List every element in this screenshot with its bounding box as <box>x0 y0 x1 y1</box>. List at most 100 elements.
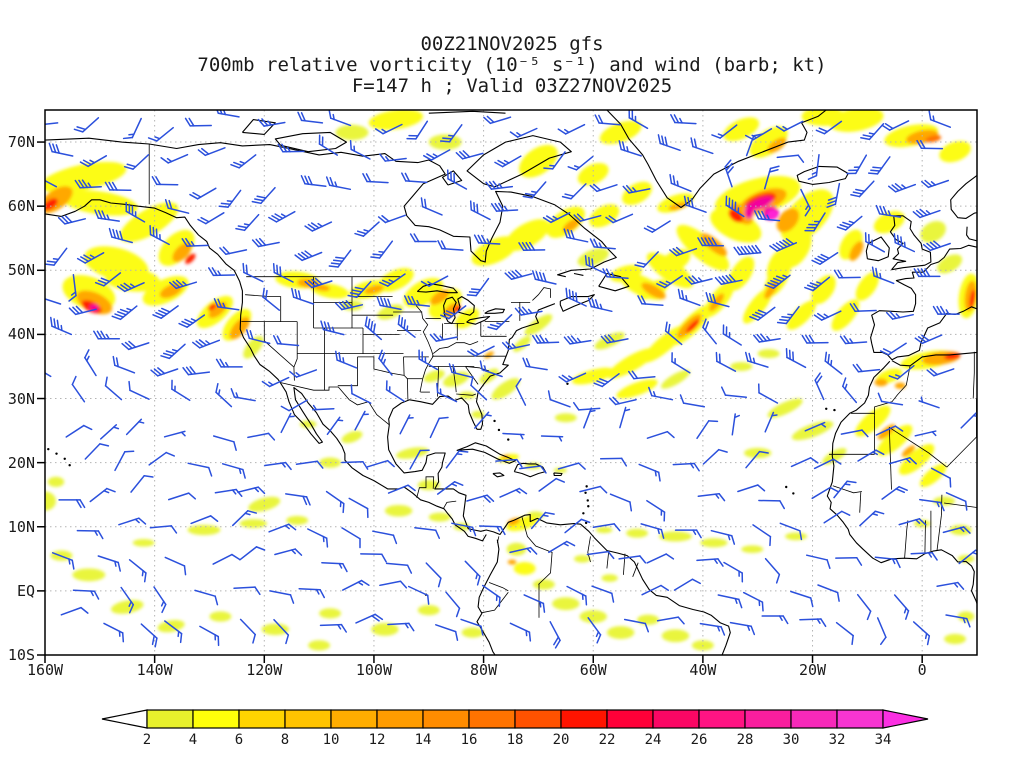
wind-barb-layer <box>45 110 977 649</box>
wind-barb <box>187 462 213 477</box>
wind-barb <box>448 363 474 379</box>
wind-barb <box>429 333 458 342</box>
wind-barb <box>522 357 548 371</box>
wind-barb <box>409 233 437 243</box>
wind-barb <box>60 606 89 616</box>
vorticity-blob <box>874 378 888 387</box>
border-path <box>245 294 282 322</box>
wind-barb <box>231 510 258 527</box>
vorticity-blob <box>589 204 620 228</box>
wind-barb <box>97 555 121 572</box>
wind-barb <box>239 618 256 644</box>
wind-barb <box>355 613 384 624</box>
wind-barb <box>744 351 769 368</box>
wind-barb <box>328 110 352 127</box>
wind-barb <box>342 579 370 591</box>
lat-label: 70N <box>7 133 35 152</box>
wind-barb <box>45 122 59 126</box>
wind-barb <box>68 274 77 302</box>
border-path <box>587 536 591 563</box>
wind-barb <box>714 274 743 285</box>
wind-barb <box>646 499 666 522</box>
coastline-path <box>466 135 572 188</box>
vorticity-blob <box>417 604 440 616</box>
wind-barb <box>94 209 120 222</box>
wind-barb <box>697 237 725 247</box>
wind-barb <box>325 176 352 191</box>
wind-barb <box>627 370 656 380</box>
lon-label: 140W <box>136 661 173 679</box>
coastline-path <box>456 442 516 464</box>
island-dot <box>63 457 66 460</box>
wind-barb <box>591 585 615 603</box>
island-dot <box>585 485 588 488</box>
wind-barb <box>94 272 122 287</box>
island-dot <box>586 499 589 502</box>
vorticity-blob <box>601 574 618 582</box>
wind-barb <box>563 228 589 243</box>
wind-barb <box>875 204 902 218</box>
wind-barb <box>494 155 522 168</box>
wind-barb <box>233 586 261 596</box>
border-path <box>416 476 435 499</box>
colorbar-tick-label: 4 <box>188 732 198 748</box>
wind-barb <box>150 367 179 377</box>
lon-label: 0 <box>917 661 927 679</box>
wind-barb <box>875 425 904 436</box>
wind-barb <box>913 268 941 278</box>
wind-barb <box>815 120 843 135</box>
vorticity-blob <box>894 382 906 389</box>
vorticity-blob <box>335 124 369 141</box>
coastline-path <box>573 272 584 276</box>
wind-barb <box>114 450 135 472</box>
wind-barb <box>725 195 745 218</box>
vorticity-blob <box>700 233 727 257</box>
wind-barb <box>269 590 295 604</box>
wind-barb <box>697 492 726 502</box>
wind-barb <box>914 430 937 437</box>
wind-barb <box>261 376 290 388</box>
wind-barb <box>563 335 592 345</box>
wind-barb <box>247 432 276 441</box>
wind-barb <box>242 262 264 283</box>
wind-barb <box>212 435 237 451</box>
vorticity-blob <box>730 361 753 371</box>
wind-barb <box>160 343 186 360</box>
wind-barb <box>478 525 506 536</box>
wind-barb <box>811 486 839 500</box>
vorticity-blob <box>229 316 250 340</box>
wind-barb <box>936 581 965 590</box>
wind-barb <box>164 620 183 644</box>
vorticity-blob <box>243 335 264 359</box>
wind-barb <box>440 305 467 320</box>
wind-barb <box>407 585 430 605</box>
wind-barb <box>348 497 369 519</box>
wind-barb <box>76 529 104 540</box>
lat-label: 40N <box>7 325 35 344</box>
border-path <box>874 365 911 416</box>
border-path <box>280 382 390 426</box>
wind-barb <box>538 477 565 492</box>
wind-barb <box>215 382 233 408</box>
wind-barb <box>881 486 908 500</box>
wind-barb <box>589 238 616 250</box>
vorticity-blob <box>47 476 65 488</box>
colorbar-segment <box>744 709 792 729</box>
coastline-path <box>553 472 563 477</box>
wind-barb <box>877 392 904 406</box>
wind-barb <box>836 215 863 231</box>
wind-barb <box>312 404 335 411</box>
wind-barb <box>485 180 514 190</box>
colorbar-tick-label: 8 <box>280 732 290 748</box>
wind-barb <box>849 303 877 312</box>
wind-barb <box>140 623 158 648</box>
title-field: 700mb relative vorticity (10⁻⁵ s⁻¹) and … <box>197 54 827 76</box>
wind-barb <box>45 364 52 378</box>
wind-barb <box>922 240 951 252</box>
border-path <box>904 520 909 559</box>
wind-barb <box>466 277 490 297</box>
colorbar-tick-label: 14 <box>414 732 432 748</box>
wind-barb <box>128 380 150 400</box>
lat-label: EQ <box>16 581 35 600</box>
